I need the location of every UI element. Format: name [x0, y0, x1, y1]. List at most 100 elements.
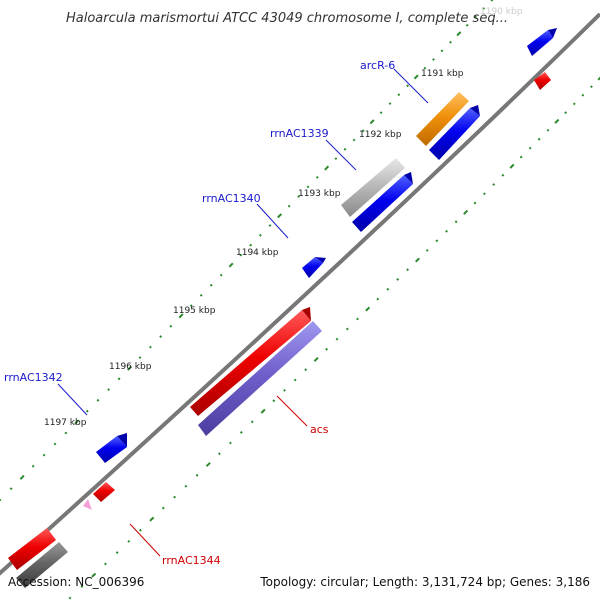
tick-mark	[199, 293, 203, 297]
tick-mark	[449, 40, 452, 44]
tick-mark	[356, 317, 359, 321]
tick-mark	[53, 442, 57, 446]
tick-mark	[554, 118, 560, 124]
tick-mark	[414, 257, 420, 263]
tick-mark	[85, 409, 89, 413]
tick-mark	[425, 248, 429, 252]
tick-mark	[388, 102, 392, 106]
tick-mark	[369, 119, 375, 125]
gene-rrnAC1342[interactable]	[96, 433, 127, 463]
gene-rrnAC1340[interactable]	[302, 257, 326, 278]
tick-mark	[315, 175, 319, 179]
tick-mark	[31, 464, 35, 468]
tick-mark	[537, 137, 541, 141]
tick-mark	[324, 165, 330, 171]
kbp-label: 1196 kbp	[109, 362, 152, 372]
tick-mark	[597, 76, 600, 81]
tick-mark	[184, 484, 188, 488]
tick-mark	[463, 209, 469, 215]
leader-acs	[276, 395, 308, 427]
tick-mark	[352, 138, 356, 142]
tick-mark	[376, 297, 380, 301]
gene-acs-overlay[interactable]	[198, 321, 322, 436]
kbp-label: 1190 kbp	[480, 7, 523, 17]
tick-mark	[104, 562, 107, 566]
gene-arcR-6[interactable]	[416, 92, 469, 146]
tick-mark	[127, 539, 131, 543]
tick-mark	[297, 195, 301, 198]
tick-mark	[345, 327, 349, 331]
tick-mark	[249, 243, 253, 247]
gene-reverse-top[interactable]	[534, 72, 551, 90]
tick-mark	[228, 262, 234, 268]
tick-mark	[239, 430, 243, 434]
tick-mark	[564, 111, 568, 115]
tick-mark	[268, 224, 272, 227]
tick-mark	[239, 253, 243, 257]
gene-label-arcR-6[interactable]: arcR-6	[360, 59, 395, 72]
tick-mark	[528, 146, 532, 150]
tick-mark	[397, 93, 401, 97]
tick-mark	[178, 313, 184, 319]
tick-mark	[482, 192, 486, 196]
gene-rrnAC1339[interactable]	[341, 158, 405, 217]
tick-mark	[492, 183, 496, 186]
leader-rrnAC1340	[256, 203, 289, 239]
gene-label-rrnAC1342[interactable]: rrnAC1342	[4, 371, 63, 384]
tick-mark	[80, 585, 84, 589]
tick-mark	[361, 129, 365, 133]
tick-mark	[304, 368, 308, 372]
tick-mark	[581, 93, 585, 97]
leader-rrnAC1344	[129, 523, 161, 557]
inner-tick-ring	[68, 76, 600, 600]
outer-tick-ring	[0, 0, 494, 502]
tick-mark	[386, 287, 390, 291]
tick-mark	[107, 388, 111, 392]
tick-mark	[283, 388, 286, 392]
tick-mark	[474, 15, 477, 19]
tick-mark	[325, 347, 329, 351]
gene-forward-inner-1[interactable]	[429, 105, 480, 160]
leader-rrnAC1339	[325, 139, 357, 171]
tick-mark	[343, 147, 347, 151]
gene-forward-top[interactable]	[527, 28, 557, 56]
tick-mark	[169, 324, 173, 328]
gene-label-rrnAC1344[interactable]: rrnAC1344	[162, 554, 221, 567]
tick-mark	[465, 23, 469, 27]
gene-forward-inner-2[interactable]	[352, 172, 413, 232]
tick-mark	[306, 185, 310, 189]
tick-mark	[250, 420, 254, 424]
gene-bottom-left-red[interactable]	[8, 528, 56, 570]
tick-mark	[509, 163, 515, 169]
tick-mark	[258, 233, 262, 237]
tick-mark	[189, 304, 193, 308]
tick-mark	[161, 506, 165, 510]
genome-backbone	[0, 12, 600, 576]
tick-mark	[229, 441, 232, 445]
tick-mark	[195, 473, 199, 477]
gene-misc-feature[interactable]	[83, 499, 92, 510]
tick-mark	[546, 128, 550, 132]
leader-rrnAC1342	[57, 383, 88, 416]
tick-mark	[260, 408, 266, 414]
gene-acs[interactable]	[190, 307, 311, 416]
tick-mark	[519, 155, 523, 159]
leader-arcR-6	[393, 68, 429, 104]
kbp-label: 1191 kbp	[421, 69, 464, 79]
gene-label-rrnAC1339[interactable]: rrnAC1339	[270, 127, 329, 140]
kbp-label: 1193 kbp	[298, 189, 341, 199]
gene-bottom-left-dark[interactable]	[16, 542, 68, 588]
tick-mark	[432, 58, 435, 61]
gene-label-rrnAC1340[interactable]: rrnAC1340	[202, 192, 261, 205]
tick-mark	[590, 85, 593, 89]
gene-rrnAC1344[interactable]	[93, 482, 115, 502]
tick-mark	[219, 273, 223, 277]
kbp-label: 1192 kbp	[359, 130, 402, 140]
tick-mark	[406, 84, 410, 88]
gene-label-acs[interactable]: acs	[310, 423, 329, 436]
tick-mark	[379, 111, 383, 115]
tick-mark	[277, 213, 283, 219]
tick-mark	[396, 278, 400, 281]
tick-mark	[272, 399, 276, 403]
